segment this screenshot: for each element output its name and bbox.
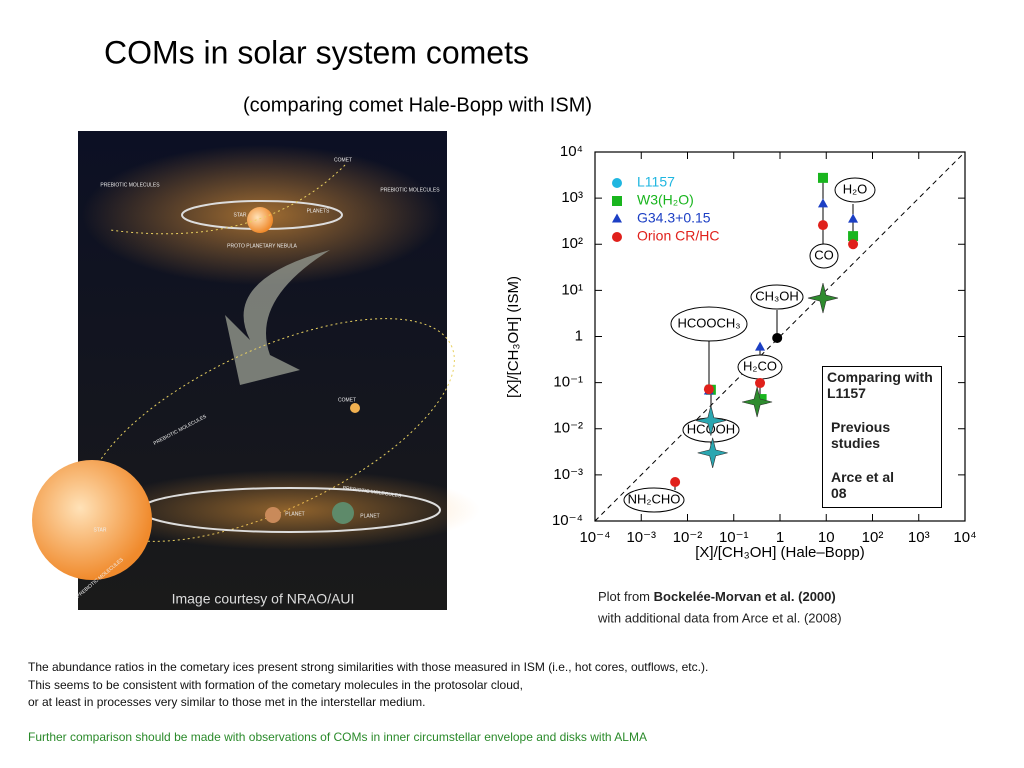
point <box>817 172 828 183</box>
x-tick-label: 10² <box>862 529 884 546</box>
legend-label: G34.3+0.15 <box>637 210 711 226</box>
body-text: This seems to be consistent with formati… <box>28 678 523 692</box>
image-label: PREBIOTIC MOLECULES <box>100 182 160 188</box>
molecule-oval <box>623 487 685 513</box>
molecule-label: NH₂CHO <box>628 491 681 506</box>
body-text: The abundance ratios in the cometary ice… <box>28 660 709 674</box>
point <box>772 332 783 343</box>
point <box>697 437 728 468</box>
image-label: PROTO PLANETARY NEBULA <box>227 243 297 249</box>
planet <box>332 502 354 524</box>
x-tick-label: 10⁻² <box>673 529 703 546</box>
y-tick-label: 10⁻² <box>553 420 583 437</box>
point <box>817 220 828 231</box>
image-label: STAR <box>234 212 247 218</box>
molecule-oval <box>750 284 804 310</box>
legend-label: Arce et al 08 <box>831 469 895 501</box>
caption-source: Bockelée-Morvan et al. (2000) <box>654 589 836 604</box>
point <box>670 477 681 488</box>
subtitle: (comparing comet Hale-Bopp with ISM) <box>243 94 592 116</box>
image-label: COMET <box>334 157 352 163</box>
legend-label: Previous studies <box>831 419 891 451</box>
inset-legend-title: Comparing with L1157 <box>827 369 933 401</box>
image-label: STAR <box>94 527 107 533</box>
caption-prefix: Plot from <box>598 589 650 604</box>
molecule-label: H₂CO <box>743 358 777 373</box>
legend-label: L1157 <box>637 174 675 190</box>
point <box>695 405 726 436</box>
molecule-label: CO <box>814 247 834 262</box>
molecule-oval <box>809 243 839 269</box>
molecule-label: H₂O <box>843 181 868 196</box>
x-tick-label: 10⁻³ <box>626 529 656 546</box>
point <box>817 198 828 208</box>
legend-label: Orion CR/HC <box>637 228 719 244</box>
x-axis-label: [X]/[CH₃OH] (Hale–Bopp) <box>695 544 865 561</box>
point <box>848 239 859 250</box>
y-tick-label: 10³ <box>561 189 583 206</box>
legend-label: W3(H₂O) <box>637 192 694 208</box>
y-tick-label: 10⁻³ <box>553 466 583 483</box>
image-label: COMET <box>338 397 356 403</box>
x-tick-label: 10⁴ <box>953 529 976 546</box>
y-tick-label: 10⁻⁴ <box>552 512 583 529</box>
star <box>32 460 152 580</box>
legend-marker <box>612 232 622 242</box>
caption: with additional data from Arce et al. (2… <box>597 610 842 625</box>
body-text: or at least in processes very similar to… <box>28 695 426 709</box>
point <box>755 341 766 351</box>
molecule-oval <box>670 306 748 342</box>
comet <box>350 403 360 413</box>
legend-marker <box>612 196 622 206</box>
point <box>755 378 766 389</box>
image-credit: Image courtesy of NRAO/AUI <box>172 591 355 607</box>
illustration: COMET PREBIOTIC MOLECULES PREBIOTIC MOLECU… <box>32 131 480 610</box>
y-tick-label: 10⁴ <box>560 143 583 160</box>
caption: Plot from Bockelée-Morvan et al. (2000) <box>598 589 836 604</box>
image-label: PLANETS <box>307 208 330 214</box>
point <box>742 386 773 418</box>
inset-legend: Comparing with L1157 Previous studies Arc… <box>822 366 942 508</box>
y-axis-label: [X]/[CH₃OH] (ISM) <box>505 276 522 398</box>
x-tick-label: 10⁻¹ <box>719 529 749 546</box>
x-tick-label: 10 <box>818 529 835 546</box>
y-tick-label: 10² <box>561 235 583 252</box>
star <box>247 207 273 233</box>
x-tick-label: 10³ <box>908 529 930 546</box>
point <box>848 213 859 223</box>
x-tick-label: 1 <box>776 529 784 546</box>
note-text: Further comparison should be made with o… <box>28 730 647 744</box>
legend-marker <box>612 213 622 223</box>
y-tick-label: 1 <box>575 327 583 344</box>
y-tick-label: 10¹ <box>561 281 583 298</box>
x-tick-label: 10⁻⁴ <box>579 529 610 546</box>
molecule-oval <box>834 177 876 203</box>
image-label: PLANET <box>360 513 379 519</box>
molecule-label: CH₃OH <box>755 288 799 303</box>
point <box>807 283 839 314</box>
point <box>848 231 859 242</box>
molecule-label: HCOOCH₃ <box>677 315 740 330</box>
legend-marker <box>612 178 622 188</box>
planet <box>265 507 281 523</box>
point <box>703 384 714 395</box>
comet-path <box>109 164 346 235</box>
image-label: PREBIOTIC MOLECULES <box>380 187 440 193</box>
title: COMs in solar system comets <box>104 34 529 70</box>
y-tick-label: 10⁻¹ <box>553 374 583 391</box>
disk-glow <box>100 470 480 550</box>
image-label: PLANET <box>285 511 304 517</box>
